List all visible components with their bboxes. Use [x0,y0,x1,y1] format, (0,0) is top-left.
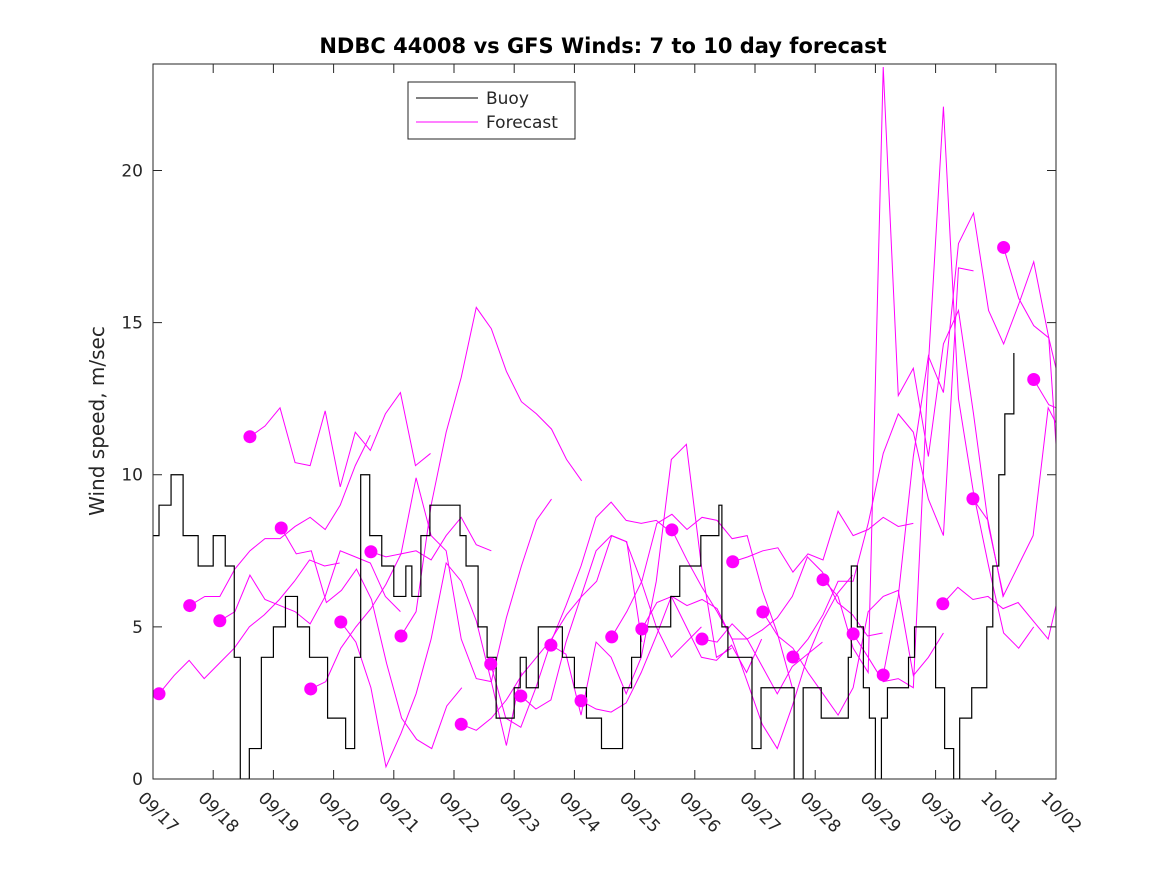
y-tick-label: 5 [132,618,143,638]
forecast-line [280,527,463,750]
forecast-line [732,510,914,573]
forecast-start-marker [304,682,318,696]
forecast-markers [152,240,1041,731]
buoy-series [153,353,1015,779]
forecast-start-marker [544,638,558,652]
forecast-line [1033,379,1056,409]
forecast-start-marker [364,545,378,559]
legend-box [407,81,576,140]
forecast-start-marker [334,615,348,629]
forecast-line [611,513,793,688]
forecast-start-marker [1027,373,1041,387]
forecast-line [370,477,552,683]
axes-box [152,63,1057,780]
forecast-start-marker [726,555,740,569]
forecast-start-marker [756,605,770,619]
y-tick-label: 20 [121,161,143,181]
y-tick-label: 0 [132,770,143,790]
forecast-line [550,443,732,716]
forecast-start-marker [514,689,528,703]
forecast-start-marker [183,599,197,613]
y-tick-label: 10 [121,466,143,486]
buoy-line [153,353,1015,779]
forecast-start-marker [665,523,679,537]
forecast-line [852,106,1035,689]
forecast-line [792,267,974,658]
forecast-start-marker [574,694,588,708]
forecast-line [671,529,853,750]
forecast-line [158,559,340,695]
legend-buoy-label: Buoy [486,89,529,109]
forecast-start-marker [243,430,257,444]
plot-area [152,67,1056,779]
forecast-start-marker [605,630,619,644]
forecast-line [219,550,401,625]
forecast-start-marker [695,632,709,646]
forecast-start-marker [484,657,498,671]
forecast-line [942,586,1056,641]
forecast-start-marker [454,717,468,731]
forecast-line [701,555,883,643]
forecast-line [189,434,371,607]
forecast-line [249,391,431,488]
forecast-start-marker [936,597,950,611]
forecast-start-marker [816,573,830,587]
forecast-start-marker [876,668,890,682]
chart-title: NDBC 44008 vs GFS Winds: 7 to 10 day for… [319,34,886,58]
forecast-start-marker [997,240,1011,254]
forecast-start-marker [846,627,860,641]
forecast-start-marker [966,492,980,506]
legend-forecast-label: Forecast [486,113,558,133]
forecast-line [972,406,1056,598]
forecast-line [520,535,702,710]
forecast-line [882,211,1056,676]
forecast-line [490,501,672,729]
forecast-start-marker [786,650,800,664]
forecast-line [762,589,944,717]
forecast-line [822,67,1005,675]
forecast-start-marker [635,622,649,636]
y-tick-label: 15 [121,314,143,334]
legend: Buoy Forecast [407,81,576,140]
forecast-start-marker [274,521,288,535]
y-axis-label: Wind speed, m/sec [85,326,109,516]
forecast-start-marker [394,629,408,643]
forecast-start-marker [213,614,227,628]
forecast-line [1003,247,1056,369]
forecast-start-marker [152,687,166,701]
